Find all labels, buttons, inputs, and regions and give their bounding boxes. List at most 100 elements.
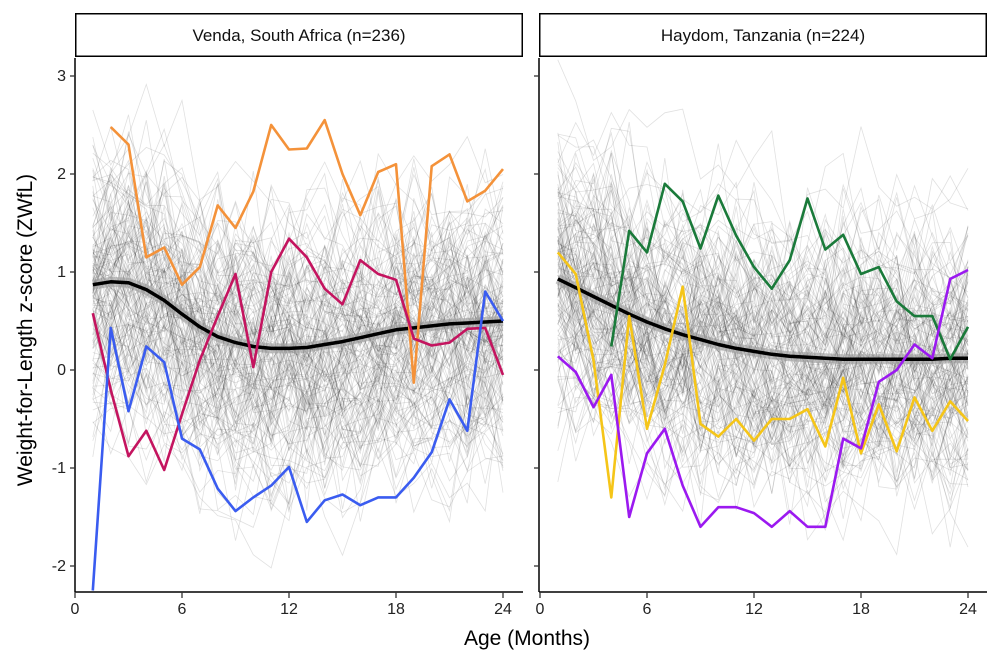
background-trajectory bbox=[92, 212, 504, 406]
background-trajectory bbox=[92, 125, 504, 336]
background-trajectory bbox=[92, 173, 504, 331]
background-trajectory bbox=[92, 198, 504, 409]
background-trajectory bbox=[557, 359, 969, 532]
background-trajectory bbox=[557, 249, 969, 415]
background-trajectory bbox=[557, 370, 969, 522]
background-trajectory bbox=[557, 228, 969, 424]
background-trajectory bbox=[92, 321, 504, 445]
background-trajectory bbox=[92, 228, 504, 421]
background-trajectory bbox=[557, 302, 969, 440]
background-trajectory bbox=[92, 225, 504, 424]
background-trajectory bbox=[557, 318, 969, 474]
background-trajectory bbox=[557, 283, 969, 437]
background-trajectory bbox=[557, 337, 969, 548]
background-trajectory bbox=[557, 213, 969, 401]
series-line-yellow bbox=[556, 251, 969, 499]
background-trajectory bbox=[92, 193, 504, 410]
background-trajectory bbox=[92, 167, 504, 338]
background-trajectory bbox=[557, 272, 969, 419]
background-trajectory bbox=[92, 242, 504, 425]
background-trajectories bbox=[92, 83, 504, 569]
background-trajectory bbox=[557, 387, 969, 556]
background-trajectory bbox=[557, 255, 969, 348]
background-trajectory bbox=[557, 252, 969, 436]
background-trajectory bbox=[557, 270, 969, 434]
background-trajectory bbox=[557, 139, 969, 328]
background-trajectory bbox=[92, 246, 504, 398]
background-trajectory bbox=[92, 307, 504, 472]
background-trajectory bbox=[557, 186, 969, 407]
background-trajectory bbox=[92, 211, 504, 329]
background-trajectory bbox=[92, 286, 504, 450]
background-trajectory bbox=[92, 211, 504, 376]
background-trajectory bbox=[557, 262, 969, 411]
background-trajectory bbox=[92, 145, 504, 313]
background-trajectory bbox=[557, 325, 969, 487]
background-trajectory bbox=[92, 218, 504, 363]
x-tick-label: 12 bbox=[745, 601, 763, 618]
background-trajectory bbox=[92, 315, 504, 497]
background-trajectory bbox=[92, 266, 504, 422]
background-trajectory bbox=[557, 246, 969, 428]
background-trajectory bbox=[92, 334, 504, 512]
x-tick-label: 24 bbox=[959, 601, 977, 618]
background-trajectory bbox=[557, 201, 969, 378]
background-trajectory bbox=[92, 236, 504, 401]
background-trajectory bbox=[92, 328, 504, 491]
background-trajectory bbox=[557, 122, 969, 333]
background-trajectory bbox=[92, 210, 504, 346]
background-trajectory bbox=[92, 252, 504, 408]
background-trajectory bbox=[557, 142, 969, 394]
background-trajectory bbox=[92, 289, 504, 455]
background-trajectory bbox=[92, 304, 504, 458]
background-trajectory bbox=[92, 173, 504, 411]
background-trajectory bbox=[92, 147, 504, 303]
background-trajectory bbox=[92, 297, 504, 436]
x-axis-title: Age (Months) bbox=[464, 627, 590, 650]
background-trajectory bbox=[92, 372, 504, 528]
background-trajectory bbox=[557, 192, 969, 387]
background-trajectory bbox=[92, 114, 504, 310]
background-trajectory bbox=[92, 337, 504, 504]
background-trajectory bbox=[92, 284, 504, 429]
series-line-magenta bbox=[91, 237, 505, 472]
background-trajectory bbox=[557, 298, 969, 478]
background-trajectory bbox=[92, 299, 504, 453]
background-trajectory bbox=[557, 253, 969, 413]
background-trajectory bbox=[92, 262, 504, 466]
y-axis-title: Weight-for-Length z-score (ZWfL) bbox=[14, 174, 37, 486]
background-trajectory bbox=[92, 260, 504, 392]
background-trajectory bbox=[92, 83, 504, 242]
background-trajectory bbox=[557, 201, 969, 375]
x-tick-label: 6 bbox=[643, 601, 652, 618]
background-trajectory bbox=[92, 248, 504, 442]
background-trajectory bbox=[557, 171, 969, 334]
x-tick-label: 24 bbox=[494, 601, 512, 618]
background-trajectory bbox=[92, 291, 504, 513]
background-trajectory bbox=[557, 364, 969, 486]
background-trajectory bbox=[557, 249, 969, 435]
background-trajectory bbox=[557, 233, 969, 391]
background-trajectory bbox=[92, 219, 504, 351]
background-trajectory bbox=[557, 239, 969, 442]
background-trajectory bbox=[92, 157, 504, 284]
background-trajectory bbox=[92, 263, 504, 422]
background-trajectory bbox=[92, 263, 504, 450]
background-trajectory bbox=[557, 264, 969, 428]
background-trajectory bbox=[92, 219, 504, 359]
background-trajectory bbox=[557, 111, 969, 270]
background-trajectory bbox=[92, 310, 504, 467]
background-trajectory bbox=[557, 351, 969, 476]
x-tick-label: 0 bbox=[536, 601, 545, 618]
background-trajectory bbox=[557, 59, 969, 255]
x-tick-label: 12 bbox=[280, 601, 298, 618]
y-tick-label: -2 bbox=[52, 558, 66, 575]
x-tick-label: 18 bbox=[387, 601, 405, 618]
mean-curve bbox=[92, 280, 504, 351]
y-tick-label: -1 bbox=[52, 460, 66, 477]
background-trajectory bbox=[92, 369, 504, 524]
background-trajectory bbox=[557, 302, 969, 456]
background-trajectory bbox=[557, 213, 969, 448]
background-trajectory bbox=[92, 182, 504, 352]
